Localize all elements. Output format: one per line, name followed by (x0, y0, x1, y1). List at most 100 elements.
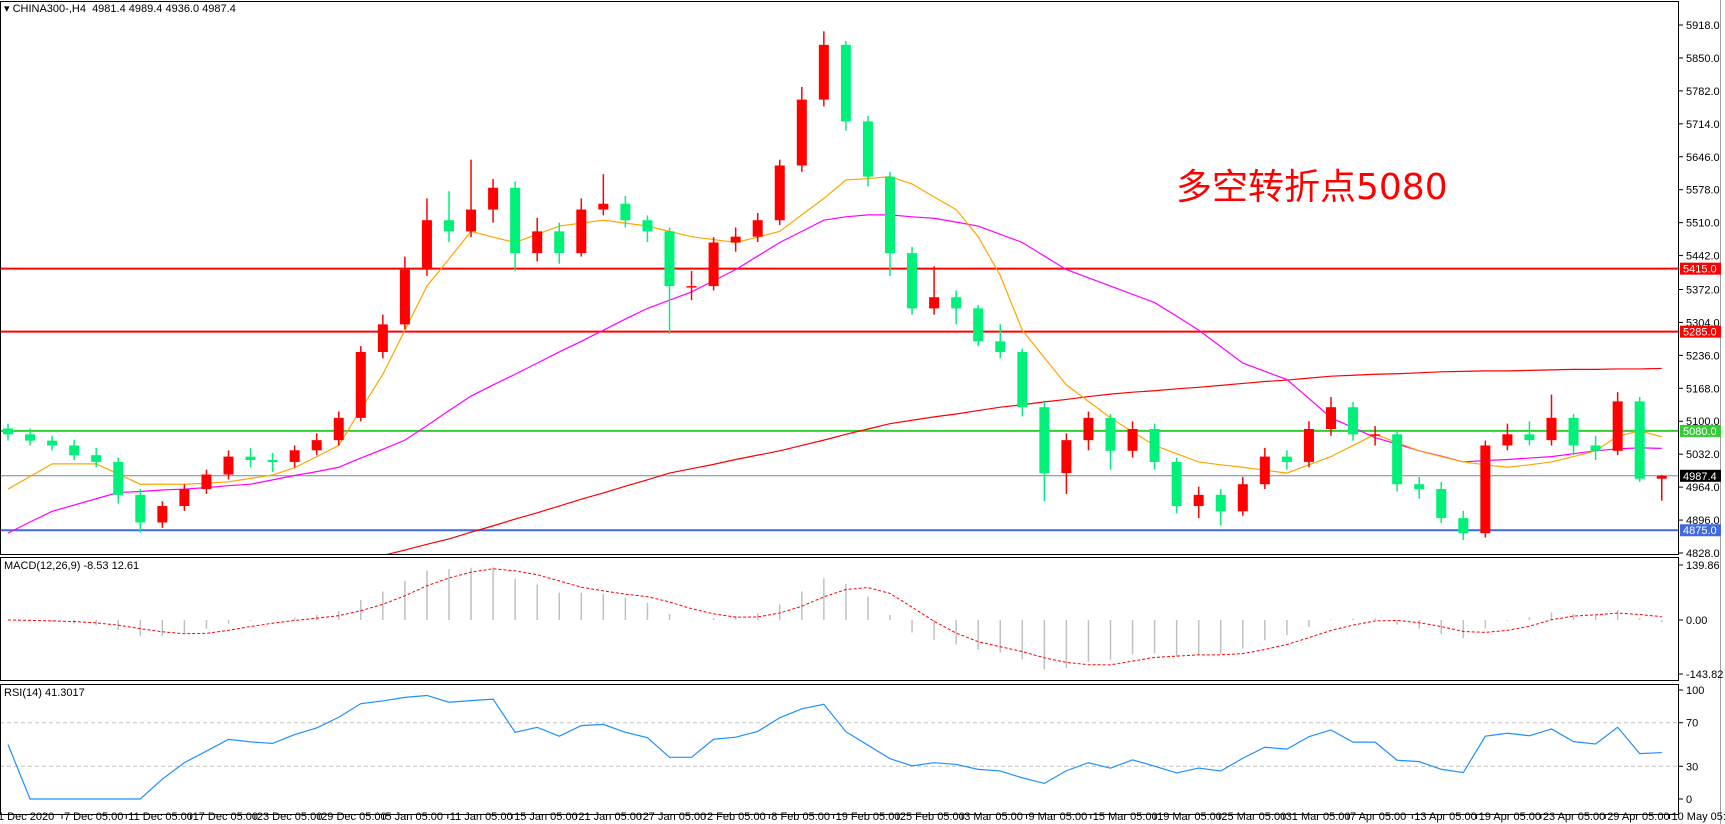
candle-bullish (488, 187, 499, 210)
chart-header: ▾ CHINA300-,H4 4981.4 4989.4 4936.0 4987… (4, 2, 236, 15)
price-line-label: 5415.0 (1683, 264, 1717, 276)
price-tick-label: 4964.0 (1686, 482, 1720, 494)
time-tick-label: 5 Jan 05:00 (386, 811, 444, 823)
candle-bearish (113, 461, 124, 495)
candle-bullish (576, 209, 587, 254)
candle-bearish (862, 121, 873, 177)
candle-bullish (1656, 475, 1667, 479)
candle-bullish (399, 269, 410, 325)
candle-bearish (1436, 489, 1447, 519)
candle-bullish (201, 474, 212, 490)
candle-bullish (1612, 401, 1623, 451)
price-panel-frame (0, 1, 1679, 555)
candle-bullish (466, 209, 477, 232)
candle-bearish (620, 203, 631, 221)
candle-bearish (1634, 401, 1645, 479)
price-label-box (1680, 524, 1721, 537)
candle-bearish (554, 231, 565, 254)
price-tick-label: 5578.0 (1686, 185, 1720, 197)
candle-bearish (510, 187, 521, 254)
candle-bullish (157, 506, 168, 523)
candle-bearish (91, 455, 102, 462)
time-tick-label: 10 May 05:00 (1672, 811, 1725, 823)
time-tick-label: 27 Jan 05:00 (643, 811, 707, 823)
price-tick-label: 4828.0 (1686, 548, 1720, 560)
time-tick-label: 25 Feb 05:00 (900, 811, 965, 823)
candle-bearish (1149, 428, 1160, 462)
candle-bearish (664, 231, 675, 287)
candle-bullish (1061, 440, 1072, 474)
triangle-down-icon[interactable]: ▾ (4, 3, 13, 15)
price-tick-label: 4896.0 (1686, 515, 1720, 527)
candle-bullish (223, 456, 234, 475)
candle-bullish (355, 351, 366, 418)
rsi-tick-label: 100 (1686, 685, 1704, 697)
candle-bearish (1039, 407, 1050, 474)
candle-bearish (840, 44, 851, 122)
time-tick-label: 13 Apr 05:00 (1414, 811, 1476, 823)
price-tick-label: 5372.0 (1686, 284, 1720, 296)
macd-tick-label: 139.86 (1686, 560, 1720, 572)
candle-bullish (796, 99, 807, 166)
time-tick-label: 17 Dec 05:00 (193, 811, 258, 823)
candle-bearish (1281, 456, 1292, 462)
time-tick-label: 7 Dec 05:00 (64, 811, 123, 823)
time-tick-label: 15 Jan 05:00 (514, 811, 578, 823)
macd-signal-line (7, 568, 1662, 666)
candle-bearish (973, 308, 984, 342)
time-tick-label: 31 Mar 05:00 (1286, 811, 1351, 823)
time-tick-label: 23 Dec 05:00 (257, 811, 322, 823)
rsi-tick-label: 70 (1686, 718, 1698, 730)
ma-slow-line (386, 367, 1662, 554)
time-tick-label: 25 Mar 05:00 (1221, 811, 1286, 823)
macd-tick-label: 0.00 (1686, 615, 1707, 627)
price-tick-label: 5646.0 (1686, 152, 1720, 164)
candle-bearish (1171, 461, 1182, 507)
candle-bullish (1370, 434, 1381, 436)
price-label-box (1680, 262, 1721, 275)
candle-bullish (532, 231, 543, 254)
candle-bullish (289, 450, 300, 462)
price-label-box (1680, 325, 1721, 338)
candle-bullish (1480, 445, 1491, 534)
candle-bullish (1259, 456, 1270, 485)
time-tick-label: 23 Apr 05:00 (1543, 811, 1605, 823)
candle-bullish (818, 44, 829, 100)
time-tick-label: 1 Dec 2020 (0, 811, 54, 823)
candle-bearish (3, 428, 13, 435)
candle-bearish (1590, 445, 1601, 451)
candle-bullish (1237, 484, 1248, 512)
time-tick-label: 2 Feb 05:00 (707, 811, 766, 823)
ma-mid-line (7, 214, 1662, 534)
price-tick-label: 5032.0 (1686, 449, 1720, 461)
candle-bearish (47, 440, 58, 446)
candle-bullish (1546, 417, 1557, 441)
candle-bullish (708, 242, 719, 287)
candle-bearish (907, 253, 918, 309)
candle-bullish (1193, 494, 1204, 507)
current-price-box (1680, 469, 1721, 482)
candle-bearish (995, 341, 1006, 352)
rsi-label: RSI(14) 41.3017 (4, 687, 85, 699)
time-tick-label: 19 Apr 05:00 (1479, 811, 1541, 823)
price-tick-label: 5918.0 (1686, 20, 1720, 32)
price-line-label: 4875.0 (1683, 525, 1717, 537)
time-tick-label: 29 Dec 05:00 (321, 811, 386, 823)
candle-bearish (1215, 494, 1226, 512)
macd-label: MACD(12,26,9) -8.53 12.61 (4, 560, 140, 572)
candle-bearish (267, 459, 278, 462)
candle-bearish (1524, 434, 1535, 441)
symbol-timeframe: CHINA300-,H4 (12, 3, 86, 15)
time-tick-label: 11 Jan 05:00 (450, 811, 513, 823)
rsi-line (7, 694, 1662, 800)
candle-bullish (752, 220, 763, 237)
time-tick-label: 19 Mar 05:00 (1157, 811, 1222, 823)
candle-bullish (311, 440, 322, 451)
candle-bearish (69, 445, 80, 456)
candle-bearish (951, 297, 962, 309)
candle-bearish (1392, 434, 1403, 485)
current-price-label: 4987.4 (1683, 471, 1717, 483)
annotation-text: 多空转折点5080 (1176, 167, 1448, 208)
price-line-label: 5285.0 (1683, 327, 1717, 339)
